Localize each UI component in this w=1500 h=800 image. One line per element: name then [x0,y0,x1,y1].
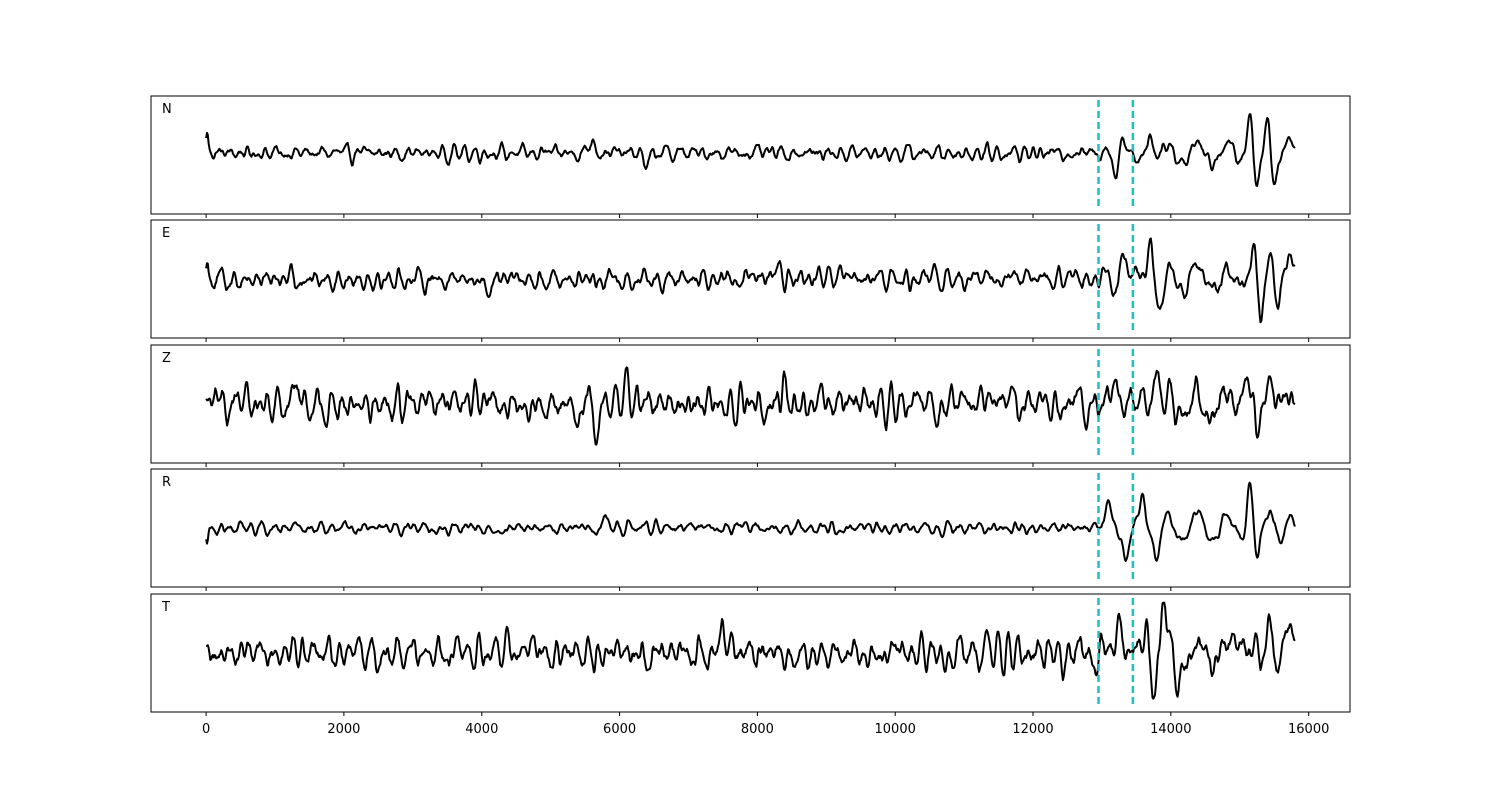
x-tick-label: 4000 [465,722,498,737]
x-tick-label: 6000 [603,722,636,737]
trace-t [206,601,1296,700]
x-tick-label: 8000 [741,722,774,737]
x-tick-label: 16000 [1288,722,1329,737]
panel-e-frame [150,219,1351,339]
channel-label-z: Z [162,351,171,366]
trace-r [205,481,1296,562]
x-tick-label: 2000 [327,722,360,737]
panel-n-frame [150,95,1351,215]
panel-e: E [150,219,1351,342]
panel-t-ticks [205,712,1310,716]
trace-e [205,237,1296,324]
panel-e-ticks [205,338,1310,342]
panel-z-trace-layer [205,349,1310,467]
panel-n: N [150,95,1351,218]
x-axis: 0 2000 4000 6000 8000 10000 12000 14000 16000 [202,722,1329,737]
panel-n-trace-layer [205,100,1310,218]
trace-z [205,366,1296,446]
channel-label-t: T [161,600,170,615]
panel-z: Z [150,344,1351,467]
trace-n [205,113,1296,187]
panel-t: T [150,593,1351,716]
x-tick-label: 14000 [1150,722,1191,737]
x-tick-label: 12000 [1012,722,1053,737]
x-tick-label: 0 [202,722,210,737]
panel-e-trace-layer [205,224,1310,342]
panel-n-ticks [205,214,1310,218]
panel-z-ticks [205,463,1310,467]
panel-t-trace-layer [205,598,1310,716]
panel-r-frame [150,468,1351,588]
channel-label-n: N [162,102,172,117]
channel-label-r: R [162,475,171,490]
panel-z-frame [150,344,1351,464]
x-tick-label: 10000 [875,722,916,737]
panel-r-trace-layer [205,473,1310,591]
panel-r-ticks [205,587,1310,591]
panel-r: R [150,468,1351,591]
channel-label-e: E [162,226,170,241]
panel-t-frame [150,593,1351,713]
